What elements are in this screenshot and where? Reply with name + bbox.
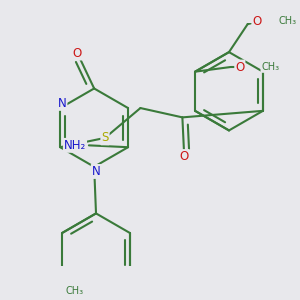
Text: N: N xyxy=(92,165,100,178)
Text: O: O xyxy=(180,150,189,163)
Text: CH₃: CH₃ xyxy=(65,286,83,296)
Text: NH₂: NH₂ xyxy=(64,139,86,152)
Text: N: N xyxy=(58,97,67,110)
Text: O: O xyxy=(73,46,82,59)
Text: S: S xyxy=(101,131,109,144)
Text: CH₃: CH₃ xyxy=(261,62,279,72)
Text: O: O xyxy=(235,61,244,74)
Text: O: O xyxy=(252,15,262,28)
Text: CH₃: CH₃ xyxy=(278,16,296,26)
